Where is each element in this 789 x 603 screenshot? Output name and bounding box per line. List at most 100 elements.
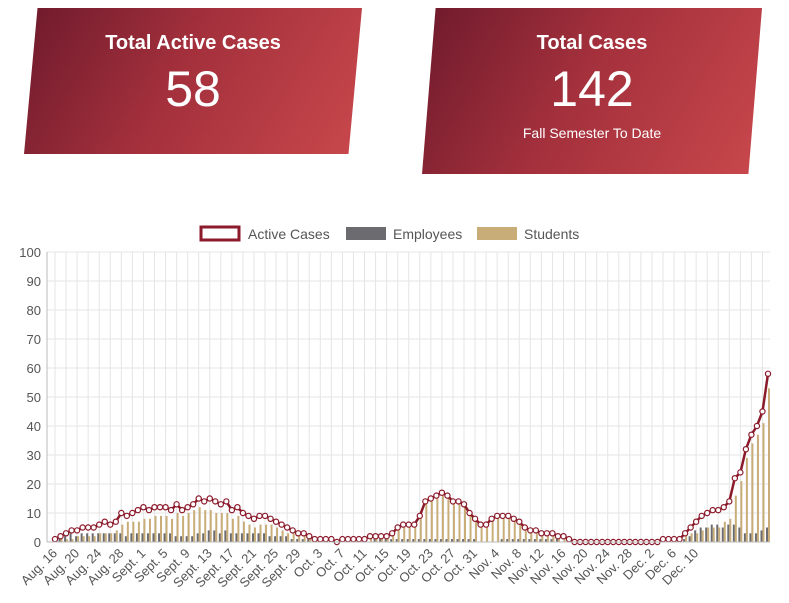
employees-bar [196, 533, 199, 542]
students-bar [425, 504, 428, 542]
students-bar [552, 536, 555, 542]
employees-bar [307, 539, 310, 542]
employees-bar [113, 533, 116, 542]
students-bar [292, 533, 295, 542]
active-cases-point [709, 506, 716, 514]
legend-swatch-active-cases[interactable] [199, 225, 241, 242]
employees-bar [500, 539, 503, 542]
employees-bar [423, 539, 426, 542]
students-bar [414, 527, 417, 542]
students-bar [198, 507, 201, 542]
students-bar [712, 527, 715, 542]
active-cases-point [372, 533, 379, 540]
students-bar [701, 530, 704, 542]
active-cases-point [272, 518, 280, 525]
students-bar [82, 536, 85, 542]
students-bar [469, 515, 472, 542]
students-bar [386, 539, 389, 542]
legend-label-active-cases[interactable]: Active Cases [248, 226, 330, 242]
students-bar [690, 533, 693, 542]
students-bar [745, 457, 748, 542]
students-bar [441, 495, 444, 542]
active-cases-point [516, 518, 523, 525]
cases-chart: Active Cases Employees Students 0 10 20 30 4… [18, 225, 772, 590]
active-cases-point [129, 509, 136, 517]
active-cases-point [107, 521, 114, 528]
employees-bar [445, 539, 448, 542]
students-bar [458, 504, 461, 542]
students-bar [137, 521, 140, 542]
active-cases-point [405, 521, 412, 528]
students-bar [270, 524, 273, 542]
employees-bar [246, 533, 249, 542]
active-cases-point [681, 530, 689, 537]
employees-bar [108, 533, 111, 542]
active-cases-point [549, 530, 556, 537]
active-cases-point [411, 521, 418, 528]
active-cases-point [731, 475, 739, 482]
active-cases-point [223, 498, 230, 505]
employees-bar [688, 536, 691, 542]
students-bar [408, 527, 411, 542]
active-cases-point [753, 422, 761, 430]
active-cases-point [178, 506, 186, 514]
employees-bar [710, 524, 713, 542]
active-cases-point [748, 431, 755, 438]
active-cases-point [499, 512, 506, 520]
active-cases-point [532, 527, 540, 534]
students-bar [265, 524, 268, 542]
students-bar [154, 515, 157, 542]
students-bar [375, 539, 378, 542]
y-tick-label: 30 [27, 448, 41, 463]
employees-bar [235, 533, 238, 542]
employees-bar [738, 527, 741, 542]
y-tick-label: 0 [34, 535, 41, 550]
employees-bar [450, 539, 453, 542]
employees-bar [539, 539, 542, 542]
employees-bar [439, 539, 442, 542]
active-cases-point [366, 533, 374, 540]
legend-swatch-employees[interactable] [346, 227, 386, 240]
employees-bar [224, 530, 227, 542]
active-cases-point [400, 521, 407, 528]
active-cases-point [167, 506, 175, 514]
employees-bar [75, 536, 78, 542]
active-cases-point [377, 533, 385, 540]
students-bar [242, 521, 245, 542]
employees-bar [727, 524, 730, 542]
active-cases-point [720, 504, 727, 511]
legend-swatch-students[interactable] [477, 227, 517, 240]
active-cases-point [62, 530, 70, 537]
students-bar [486, 524, 489, 542]
active-cases-point [79, 524, 86, 531]
active-cases-point [764, 370, 772, 377]
employees-bar [301, 539, 304, 542]
legend-label-employees[interactable]: Employees [393, 226, 462, 242]
active-cases-point [510, 515, 517, 522]
students-bar [508, 518, 511, 542]
employees-bar [473, 539, 476, 542]
employees-bar [467, 539, 470, 542]
students-bar [740, 481, 743, 542]
active-cases-point [543, 530, 551, 537]
employees-bar [766, 527, 768, 542]
students-bar [209, 510, 212, 542]
students-bar [220, 513, 223, 542]
employees-bar [544, 539, 547, 542]
students-bar [253, 527, 256, 542]
total-cases-card: Total Cases 142 Fall Semester To Date [422, 8, 762, 174]
students-bar [281, 530, 284, 542]
active-cases-point [665, 535, 672, 543]
employees-bar [257, 533, 260, 542]
active-cases-point [68, 527, 75, 534]
active-cases-point [477, 521, 484, 528]
y-tick-label: 90 [27, 274, 41, 289]
students-bar [226, 513, 229, 542]
employees-bar [506, 539, 509, 542]
students-bar [104, 533, 107, 542]
students-bar [519, 524, 522, 542]
employees-bar [218, 533, 221, 542]
active-cases-point [715, 506, 722, 514]
total-cases-subtitle: Fall Semester To Date [522, 125, 662, 141]
legend-label-students[interactable]: Students [524, 226, 579, 242]
